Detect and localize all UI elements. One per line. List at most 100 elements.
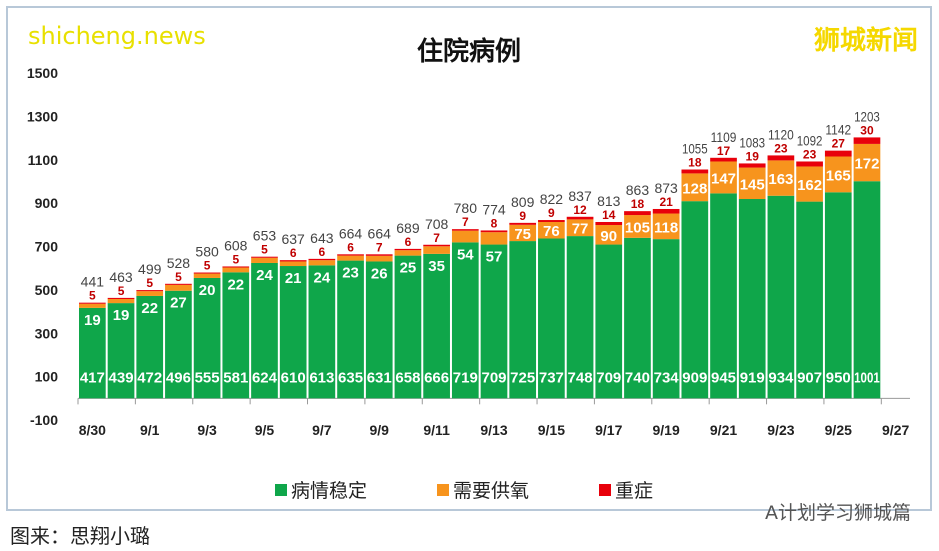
bar-oxygen xyxy=(824,156,852,193)
data-label: 555 xyxy=(195,370,220,387)
stacked-bar-chart: 住院病例 -100 100 300 500 700 900 1100 1300 1500 8/30 4… xyxy=(27,36,910,502)
data-label: 19 xyxy=(113,307,130,324)
data-label: 145 xyxy=(740,176,765,193)
bar-stable xyxy=(222,272,250,399)
data-label: 163 xyxy=(768,171,793,188)
total-label: 637 xyxy=(281,231,305,247)
bar-icu xyxy=(796,161,823,167)
bar-icu xyxy=(251,256,278,258)
bar-oxygen xyxy=(193,273,221,278)
bar-icu xyxy=(451,229,479,231)
bar-icu xyxy=(136,290,164,292)
bar-stable xyxy=(710,193,737,399)
data-label: 7 xyxy=(462,215,469,229)
total-label: 708 xyxy=(425,216,449,232)
y-tick-label: -100 xyxy=(30,412,58,428)
total-label: 873 xyxy=(654,180,678,196)
data-label: 128 xyxy=(682,180,707,197)
bar-stable xyxy=(423,253,450,399)
bar-icu xyxy=(222,266,250,268)
total-label: 1109 xyxy=(711,129,737,145)
total-label: 780 xyxy=(454,200,478,216)
data-label: 934 xyxy=(768,370,794,387)
data-label: 1001 xyxy=(854,370,880,387)
data-label: 162 xyxy=(797,177,822,194)
data-label: 439 xyxy=(109,370,134,387)
bar-stable xyxy=(624,237,651,399)
x-tick-label: 9/25 xyxy=(825,422,852,438)
bar-oxygen xyxy=(251,257,278,263)
bar-icu xyxy=(365,254,393,256)
x-tick-label: 9/1 xyxy=(140,422,160,438)
bar-icu xyxy=(394,248,422,251)
bar-stable xyxy=(595,244,623,399)
bar-icu xyxy=(652,208,680,214)
bar-icu xyxy=(107,297,135,299)
bar-stable xyxy=(681,201,709,399)
x-tick-label: 9/17 xyxy=(595,422,622,438)
data-label: 24 xyxy=(314,269,331,286)
data-label: 24 xyxy=(256,267,273,284)
bar-oxygen xyxy=(480,232,508,245)
legend-label: 病情稳定 xyxy=(291,480,367,502)
bar-icu xyxy=(279,260,307,262)
data-label: 950 xyxy=(826,370,851,387)
x-tick-label: 9/3 xyxy=(197,422,217,438)
bar-stable xyxy=(480,244,508,399)
bar-icu xyxy=(738,163,766,168)
bar-oxygen xyxy=(853,143,881,182)
x-tick-label: 8/30 xyxy=(79,422,106,438)
bar-oxygen xyxy=(509,224,537,242)
bar-oxygen xyxy=(652,213,680,240)
data-label: 9 xyxy=(548,206,555,220)
bar-oxygen xyxy=(165,284,192,291)
bar-icu xyxy=(710,157,737,162)
total-label: 689 xyxy=(396,220,420,236)
total-label: 1083 xyxy=(739,134,765,150)
image-caption: 图来：思翔小璐 xyxy=(10,524,150,548)
bar-oxygen xyxy=(538,221,565,239)
data-label: 22 xyxy=(141,300,158,317)
data-label: 75 xyxy=(514,226,531,243)
data-label: 709 xyxy=(481,370,506,387)
bar-icu xyxy=(165,283,192,285)
data-label: 725 xyxy=(510,370,535,387)
data-label: 6 xyxy=(319,245,326,259)
data-label: 631 xyxy=(367,370,392,387)
bar-stable xyxy=(509,241,537,399)
x-tick-label: 9/21 xyxy=(710,422,737,438)
data-label: 7 xyxy=(433,231,440,245)
bar-stable xyxy=(652,239,680,399)
x-tick-label: 9/7 xyxy=(312,422,332,438)
data-label: 5 xyxy=(175,270,182,284)
legend-label: 重症 xyxy=(615,480,653,502)
data-label: 8 xyxy=(491,216,498,230)
bar-stable xyxy=(337,260,364,399)
bar-stable xyxy=(136,295,164,399)
data-label: 5 xyxy=(204,259,211,273)
bar-stable xyxy=(308,265,336,399)
total-label: 653 xyxy=(253,228,277,244)
bar-stable xyxy=(853,181,881,399)
chart-title: 住院病例 xyxy=(417,36,521,66)
bar-stable xyxy=(824,192,852,399)
watermark-bottom-right: A计划学习狮城篇 xyxy=(765,502,911,524)
bar-stable xyxy=(796,201,823,399)
watermark-bottom-left: shicheng.news xyxy=(28,22,206,50)
bar-icu xyxy=(566,216,594,220)
bar-oxygen xyxy=(308,260,336,266)
bar-oxygen xyxy=(365,255,393,262)
bar-oxygen xyxy=(796,166,823,202)
bar-oxygen xyxy=(337,255,364,261)
x-tick-label: 9/23 xyxy=(767,422,794,438)
bar-stable xyxy=(193,277,221,399)
bar-icu xyxy=(824,150,852,157)
data-label: 919 xyxy=(740,370,765,387)
data-label: 35 xyxy=(428,258,445,275)
watermark-top: 狮城新闻 xyxy=(813,26,918,56)
bar-oxygen xyxy=(681,173,709,202)
bar-oxygen xyxy=(595,225,623,245)
data-label: 709 xyxy=(596,370,621,387)
bar-oxygen xyxy=(710,161,737,194)
bar-oxygen xyxy=(279,261,307,267)
